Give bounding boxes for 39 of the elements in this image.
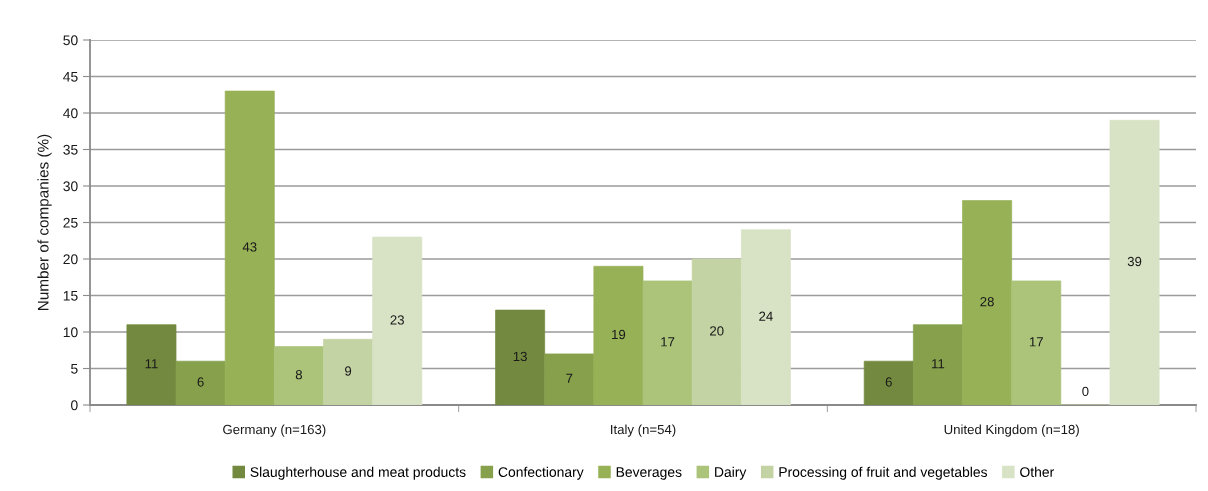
x-tick-label: Italy (n=54) — [611, 424, 676, 437]
y-tick-label: 20 — [63, 254, 78, 265]
y-tick-label: 45 — [63, 71, 78, 82]
data-label: 19 — [612, 329, 626, 340]
data-label: 6 — [885, 377, 892, 387]
y-tick-label: 30 — [63, 181, 78, 192]
data-label: 20 — [710, 326, 724, 336]
data-label: 39 — [1127, 256, 1142, 267]
y-tick-label: 15 — [63, 290, 78, 301]
legend-label: Other — [1020, 466, 1054, 477]
y-tick-label: 0 — [71, 400, 78, 411]
data-label: 8 — [295, 370, 303, 380]
legend-label: Processing of fruit and vegetables — [779, 466, 988, 480]
y-tick-label: 25 — [63, 217, 78, 228]
legend-label: Beverages — [616, 467, 682, 480]
y-axis-title: Number of companies (%) — [37, 134, 52, 310]
data-label: 17 — [661, 337, 675, 347]
data-label: 7 — [566, 373, 573, 383]
data-label: 13 — [513, 351, 527, 362]
data-label: 6 — [197, 377, 204, 387]
y-tick-label: 5 — [71, 363, 78, 374]
y-tick-label: 10 — [63, 327, 78, 338]
y-tick-label: 50 — [63, 35, 78, 46]
legend-label: Confectionary — [498, 466, 584, 480]
data-label: 43 — [242, 242, 257, 252]
data-label: 23 — [390, 315, 404, 325]
legend-label: Slaughterhouse and meat products — [250, 466, 466, 480]
data-label: 9 — [345, 366, 352, 376]
legend-label: Dairy — [715, 466, 747, 480]
y-tick-label: 40 — [63, 108, 78, 119]
data-label: 11 — [932, 359, 945, 369]
x-tick-label: Germany (n=163) — [223, 424, 326, 437]
data-label: 24 — [759, 311, 773, 321]
data-label: 17 — [1029, 337, 1043, 347]
data-label: 0 — [1082, 386, 1089, 397]
data-label: 11 — [145, 359, 158, 369]
data-label: 28 — [980, 297, 994, 307]
y-tick-label: 35 — [63, 144, 78, 155]
x-tick-label: United Kingdom (n=18) — [944, 424, 1079, 437]
